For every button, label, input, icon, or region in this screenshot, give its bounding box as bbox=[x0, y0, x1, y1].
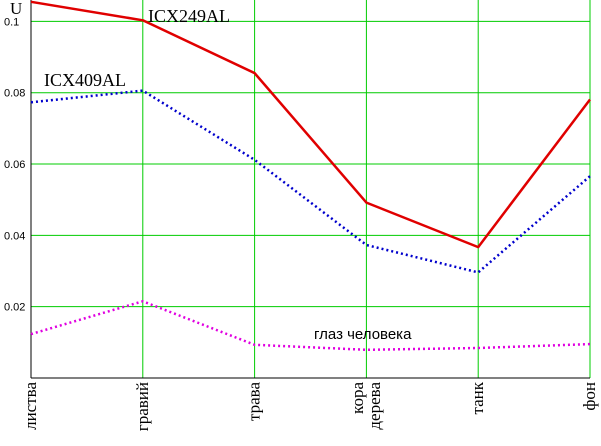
y-tick-label: 0.04 bbox=[4, 230, 25, 242]
series-label-2: глаз человека bbox=[314, 326, 412, 343]
series-line-0 bbox=[30, 0, 591, 249]
x-tick-text: фон bbox=[580, 382, 599, 411]
series-labels: ICX249AL ICX409AL глаз человека bbox=[44, 6, 412, 343]
series-label-1: ICX409AL bbox=[44, 70, 126, 90]
y-tick-labels: 0.02 0.04 0.06 0.08 0.1 bbox=[4, 16, 25, 313]
series-lines bbox=[30, 0, 591, 352]
x-tick-text: танк bbox=[468, 381, 487, 414]
series-line-2 bbox=[30, 300, 591, 352]
y-axis-label: U bbox=[10, 0, 22, 18]
y-tick-label: 0.06 bbox=[4, 159, 25, 171]
series-line-1 bbox=[30, 89, 591, 274]
x-tick-label: гравий bbox=[133, 382, 152, 431]
x-tick-text: трава bbox=[245, 382, 264, 421]
grid bbox=[30, 0, 591, 378]
x-tick-label: танк bbox=[468, 381, 487, 414]
axes bbox=[30, 0, 590, 379]
series-label-0: ICX249AL bbox=[148, 6, 230, 26]
x-tick-text: кора bbox=[348, 382, 367, 414]
x-tick-label: листва bbox=[21, 382, 40, 430]
x-tick-text: листва bbox=[21, 382, 40, 430]
y-tick-label: 0.02 bbox=[4, 302, 25, 314]
x-tick-label: трава bbox=[245, 382, 264, 421]
x-tick-text: дерева bbox=[365, 382, 384, 430]
x-tick-text: гравий bbox=[133, 382, 152, 431]
x-tick-label: фон bbox=[580, 382, 599, 411]
y-tick-label: 0.1 bbox=[4, 16, 19, 28]
y-tick-label: 0.08 bbox=[4, 88, 25, 100]
